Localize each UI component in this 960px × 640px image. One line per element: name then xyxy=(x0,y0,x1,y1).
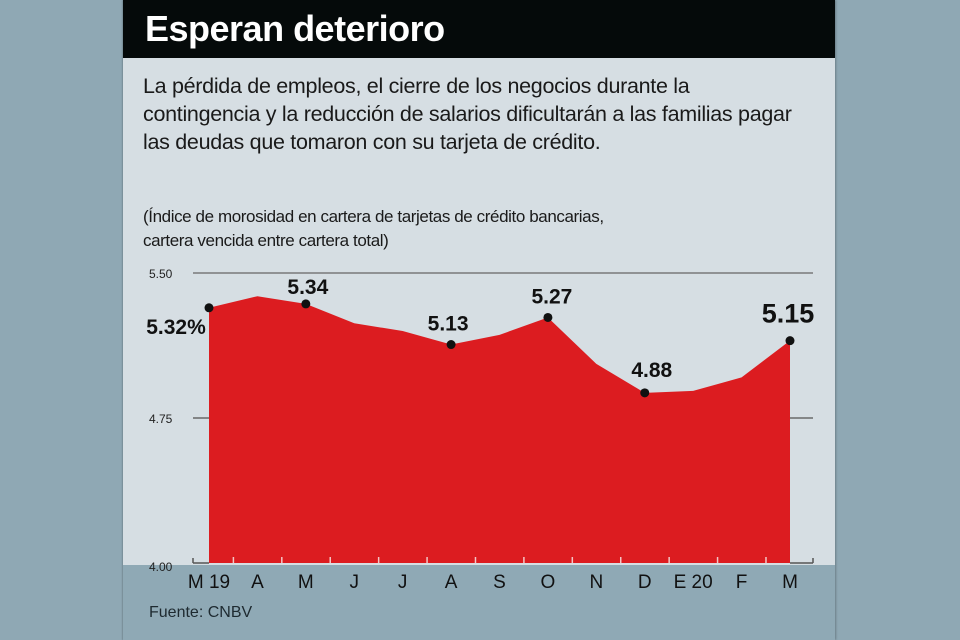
data-point xyxy=(785,336,795,346)
x-tick-label: E 20 xyxy=(674,572,713,593)
area-fill xyxy=(209,296,790,563)
data-point xyxy=(301,299,311,309)
y-tick-label: 4.75 xyxy=(149,412,173,426)
data-label: 4.88 xyxy=(631,359,672,382)
data-labels: 5.32% 5.34 5.13 5.27 4.88 5.15 xyxy=(146,276,814,382)
description-text: La pérdida de empleos, el cierre de los … xyxy=(143,74,792,154)
x-tick-label: F xyxy=(736,572,748,593)
x-tick-label: O xyxy=(541,572,556,593)
subtitle-line-1: (Índice de morosidad en cartera de tarje… xyxy=(143,207,604,226)
subtitle-line-2: cartera vencida entre cartera total) xyxy=(143,231,389,250)
x-tick-label: A xyxy=(445,572,458,593)
area-chart: M 19 A M J J A S O N D E 20 F M 5.504.754.00 5.32%5.… xyxy=(146,267,814,593)
data-point xyxy=(543,312,553,322)
x-tick-label: S xyxy=(493,572,506,593)
x-tick-label: A xyxy=(251,572,264,593)
source-note: Fuente: CNBV xyxy=(149,604,253,621)
data-label: 5.34 xyxy=(287,276,328,299)
chart-subtitle: (Índice de morosidad en cartera de tarje… xyxy=(143,205,803,253)
data-label: 5.13 xyxy=(428,313,469,336)
data-point xyxy=(640,388,650,398)
x-tick-label: M 19 xyxy=(188,572,230,593)
data-points xyxy=(204,299,795,398)
data-label: 5.27 xyxy=(531,285,572,308)
x-tick-label: J xyxy=(398,572,408,593)
y-tick-label: 4.00 xyxy=(149,560,173,574)
x-axis: M 19 A M J J A S O N D E 20 F M xyxy=(188,557,798,593)
header-bar: Esperan deterioro xyxy=(123,0,835,58)
x-tick-label: J xyxy=(350,572,360,593)
x-tick-label: M xyxy=(298,572,314,593)
data-label: 5.32% xyxy=(146,316,206,339)
infographic-panel: Esperan deterioro La pérdida de empleos,… xyxy=(123,0,835,640)
data-point xyxy=(446,340,456,350)
data-point xyxy=(204,303,214,313)
area-series xyxy=(193,296,813,563)
chart-title: Esperan deterioro xyxy=(145,8,445,49)
data-label: 5.15 xyxy=(762,299,815,329)
x-tick-label: N xyxy=(589,572,603,593)
x-tick-label: M xyxy=(782,572,798,593)
y-axis: 5.50 4.75 4.00 xyxy=(149,267,173,574)
x-tick-label: D xyxy=(638,572,652,593)
y-tick-label: 5.50 xyxy=(149,267,173,281)
